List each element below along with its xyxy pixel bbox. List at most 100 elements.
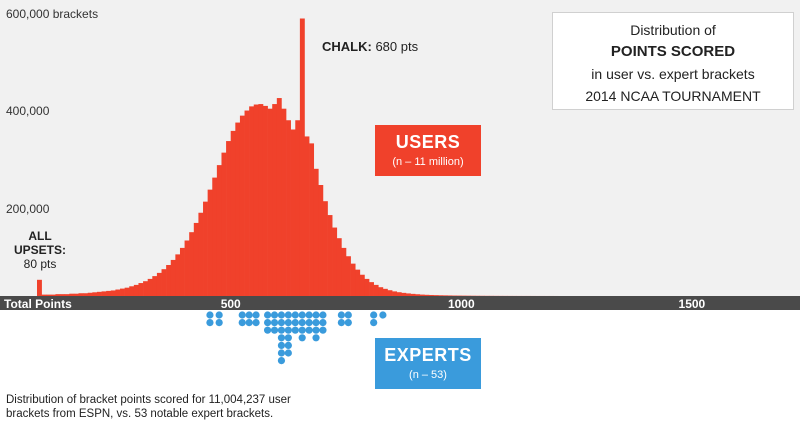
users-bar: [290, 129, 296, 296]
users-bar: [50, 294, 56, 296]
expert-dot: [277, 334, 286, 342]
expert-dot: [305, 326, 313, 334]
users-bar: [299, 18, 305, 296]
expert-dot: [305, 311, 313, 319]
users-bar: [336, 238, 342, 296]
chalk-annotation: CHALK: 680 pts: [322, 39, 418, 54]
users-bar: [355, 269, 361, 296]
expert-dot: [264, 326, 272, 334]
upsets-annotation: ALL UPSETS: 80 pts: [8, 229, 72, 271]
expert-dot: [337, 319, 345, 327]
users-bar: [92, 292, 98, 296]
users-bar: [106, 290, 112, 296]
users-bar: [198, 212, 204, 296]
users-bar: [382, 288, 388, 296]
users-bar: [405, 293, 411, 296]
users-bar: [152, 276, 158, 296]
users-bar: [83, 293, 89, 296]
expert-dot: [284, 334, 292, 342]
users-bar: [309, 143, 315, 297]
expert-dot: [277, 326, 286, 334]
users-bar: [37, 279, 42, 296]
title-line: Distribution of: [630, 22, 716, 38]
y-tick-label: 600,000 brackets: [6, 7, 99, 21]
expert-dot: [238, 319, 246, 327]
x-tick-label: 1500: [678, 297, 706, 311]
users-bar: [286, 120, 291, 296]
expert-dot: [245, 319, 253, 327]
expert-dot: [245, 311, 253, 319]
users-bar: [161, 269, 167, 296]
expert-dot: [379, 311, 387, 319]
users-bar: [239, 115, 245, 297]
expert-dot: [277, 341, 286, 349]
title-line-bold: POINTS SCORED: [610, 43, 736, 60]
users-bar: [327, 215, 333, 296]
expert-dot: [312, 319, 320, 327]
users-bar: [419, 294, 425, 296]
expert-dot: [284, 319, 292, 327]
expert-dot: [284, 349, 292, 357]
users-bar: [281, 108, 287, 296]
experts-label-title: EXPERTS: [384, 345, 472, 365]
upsets-annotation-line: ALL: [28, 229, 52, 243]
chalk-annotation-text: 680 pts: [375, 39, 419, 54]
users-bar: [73, 293, 79, 296]
expert-dot: [284, 341, 292, 349]
users-bar: [304, 136, 310, 296]
user-bars: [37, 18, 559, 297]
users-bar: [96, 291, 102, 296]
users-bar: [364, 278, 370, 296]
expert-dot: [291, 326, 299, 334]
expert-dot: [270, 319, 279, 327]
users-bar: [166, 265, 172, 296]
users-bar: [64, 294, 70, 296]
users-bar: [429, 294, 434, 296]
users-bar: [207, 189, 213, 297]
users-bar: [332, 227, 338, 296]
users-bar: [60, 294, 65, 296]
expert-dot: [270, 326, 279, 334]
footnote: Distribution of bracket points scored fo…: [6, 394, 291, 420]
users-bar: [369, 282, 374, 297]
users-bar: [415, 294, 421, 296]
users-bar: [276, 98, 282, 296]
users-bar: [396, 292, 402, 296]
expert-dot: [298, 311, 306, 319]
x-axis-title: Total Points: [4, 297, 72, 311]
x-tick-label: 500: [220, 297, 241, 311]
expert-dot: [298, 319, 306, 327]
users-bar: [249, 106, 255, 297]
expert-dot: [277, 311, 286, 319]
users-bar: [387, 290, 393, 296]
users-bar: [346, 256, 351, 296]
chalk-annotation-bold: CHALK:: [322, 39, 372, 54]
users-bar: [101, 291, 107, 297]
expert-dot: [215, 319, 223, 327]
expert-dot: [252, 311, 260, 319]
expert-dot: [319, 311, 327, 319]
users-bar: [41, 294, 47, 296]
users-bar: [442, 295, 448, 296]
users-bar: [341, 247, 347, 296]
users-bar: [184, 240, 190, 296]
users-bar: [447, 295, 453, 296]
expert-dot: [238, 311, 246, 319]
y-tick-label: 200,000: [6, 202, 50, 216]
expert-dot: [277, 349, 286, 357]
users-bar: [272, 104, 278, 296]
experts-label-box: EXPERTS (n – 53): [375, 338, 481, 389]
expert-dot: [277, 357, 286, 365]
expert-dot: [370, 311, 378, 319]
users-bar: [267, 108, 273, 296]
title-line: 2014 NCAA TOURNAMENT: [585, 88, 761, 104]
expert-dot: [312, 334, 320, 342]
expert-dot: [291, 319, 299, 327]
expert-dot: [270, 311, 279, 319]
users-bar: [110, 290, 116, 296]
users-bar: [175, 254, 181, 297]
users-bar: [359, 274, 365, 296]
users-bar: [438, 295, 444, 296]
users-label-title: USERS: [395, 132, 461, 152]
